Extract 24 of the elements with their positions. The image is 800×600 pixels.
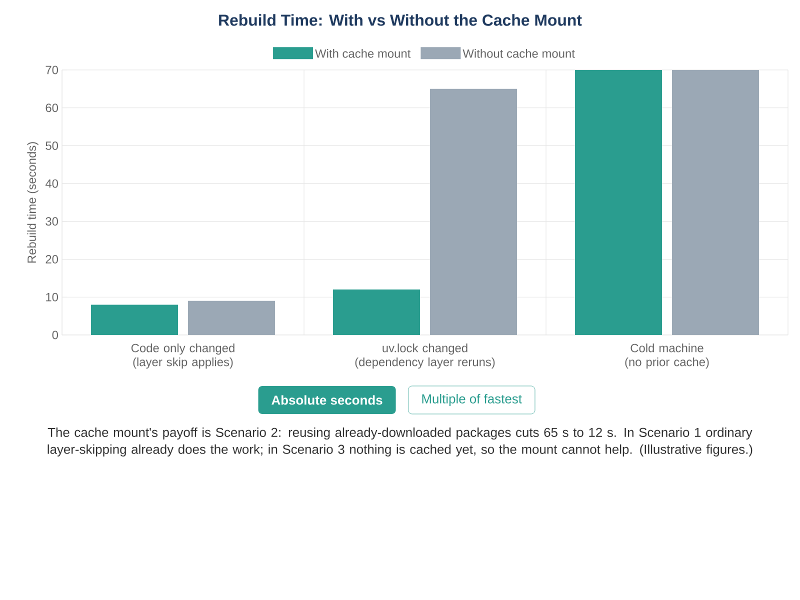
legend-label: Without cache mount bbox=[462, 49, 575, 58]
bar bbox=[91, 304, 178, 335]
y-tick-label: 10 bbox=[46, 292, 58, 302]
y-tick-label: 70 bbox=[46, 66, 58, 74]
bar bbox=[188, 300, 276, 335]
bar bbox=[430, 88, 518, 335]
chart-title: Rebuild Time: With vs Without the Cache Mount bbox=[219, 14, 582, 26]
x-tick-label: Cold machine (no prior cache) bbox=[625, 344, 709, 369]
y-tick-label: 30 bbox=[46, 217, 58, 226]
legend-label: With cache mount bbox=[315, 49, 411, 58]
bar bbox=[575, 70, 662, 335]
text: The cache mount's payoff is Scenario 2: reusing already-downloaded packages cuts 65 s to 12 s. In Scenario 1 ordinary layer-skipping already does the work; in Scenario 3 nothing is cached yet, so the mount cannot help. (Illustrative figures.) bbox=[48, 427, 752, 456]
y-tick-label: 0 bbox=[52, 330, 58, 340]
x-tick-label: uv.lock changed (dependency layer reruns) bbox=[355, 344, 495, 369]
y-tick-label: 20 bbox=[46, 255, 58, 264]
y-tick-label: 60 bbox=[46, 104, 58, 112]
text: Multiple of fastest bbox=[422, 394, 522, 406]
y-tick-label: 50 bbox=[46, 141, 58, 150]
bar bbox=[333, 290, 420, 335]
y-tick-label: 40 bbox=[45, 179, 58, 188]
y-axis-title: Rebuild time (seconds) bbox=[27, 142, 38, 263]
text: Absolute seconds bbox=[272, 395, 382, 405]
x-tick-label: Code only changed (layer skip applies) bbox=[131, 344, 234, 369]
bar bbox=[672, 70, 760, 335]
